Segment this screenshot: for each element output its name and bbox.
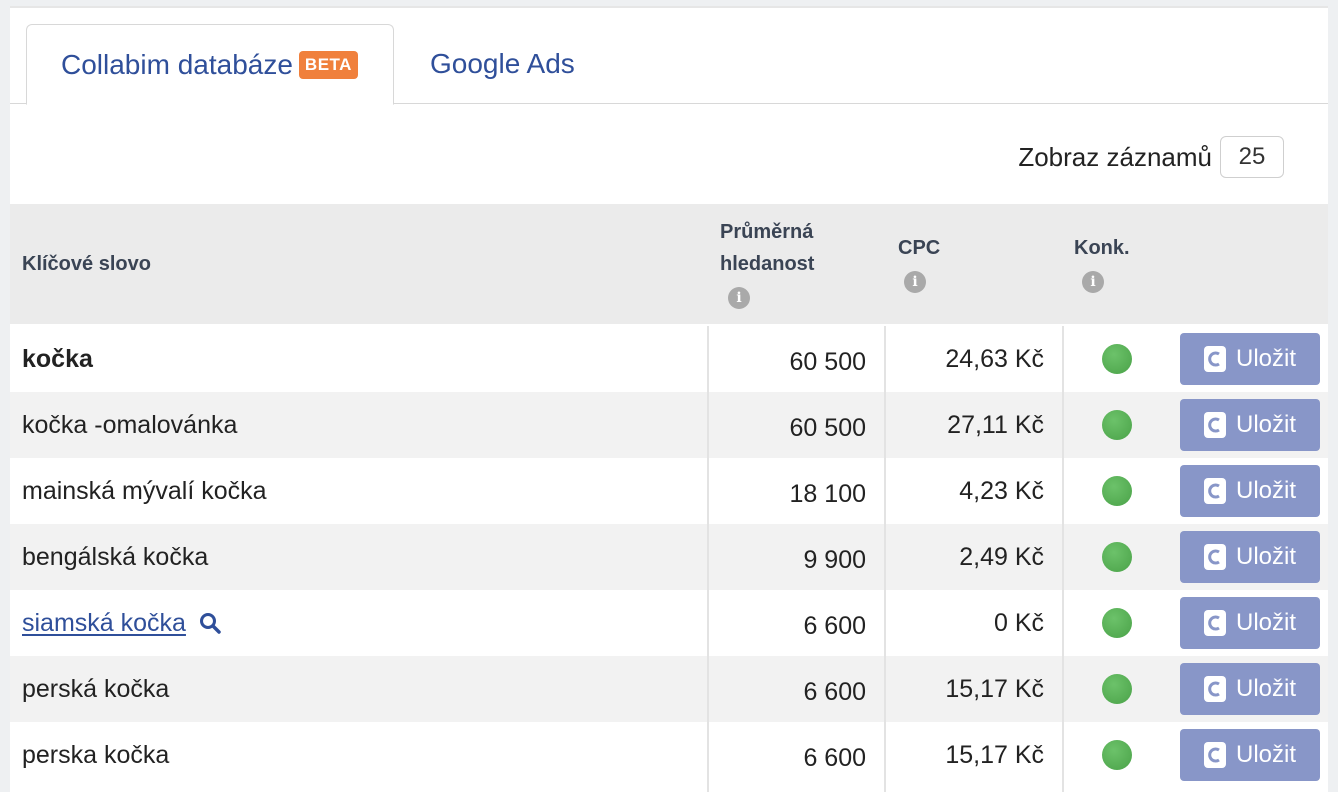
competition-cell	[1102, 326, 1132, 392]
competition-indicator	[1102, 608, 1132, 638]
avg-search-cell: 18 100	[789, 479, 866, 508]
save-button[interactable]: Uložit	[1180, 729, 1320, 781]
avg-search-cell: 6 600	[803, 677, 866, 706]
competition-cell	[1102, 392, 1132, 458]
avg-search-cell: 9 900	[803, 545, 866, 574]
competition-indicator	[1102, 674, 1132, 704]
collabim-logo-icon	[1203, 742, 1226, 768]
competition-indicator	[1102, 410, 1132, 440]
cpc-cell: 4,23 Kč	[959, 476, 1044, 505]
info-icon[interactable]: i	[728, 287, 750, 309]
table-row: bengálská kočka 9 900 2,49 Kč Uložit	[10, 524, 1328, 590]
cpc-cell: 2,49 Kč	[959, 542, 1044, 571]
save-cell: Uložit	[1180, 656, 1320, 722]
keyword-cell: perská kočka	[22, 674, 170, 703]
tab-label: Collabim databáze	[61, 48, 293, 80]
save-cell: Uložit	[1180, 722, 1320, 788]
keyword-cell: perska kočka	[22, 740, 170, 769]
cpc-cell: 27,11 Kč	[947, 410, 1044, 439]
collabim-logo-icon	[1203, 544, 1226, 570]
competition-cell	[1102, 524, 1132, 590]
header-keyword: Klíčové slovo	[22, 253, 151, 275]
competition-indicator	[1102, 740, 1132, 770]
save-button[interactable]: Uložit	[1180, 531, 1320, 583]
tab-label: Google Ads	[430, 48, 575, 79]
competition-cell	[1102, 590, 1132, 656]
save-cell: Uložit	[1180, 590, 1320, 656]
keyword-cell: siamská kočka	[22, 590, 702, 656]
save-button[interactable]: Uložit	[1180, 597, 1320, 649]
table-row: kočka 60 500 24,63 Kč Uložit	[10, 326, 1328, 392]
save-button[interactable]: Uložit	[1180, 399, 1320, 451]
header-avg-search[interactable]: Průměrná hledanost i	[720, 216, 814, 312]
info-icon[interactable]: i	[904, 271, 926, 293]
tab-google-ads[interactable]: Google Ads	[430, 24, 575, 104]
save-cell: Uložit	[1180, 326, 1320, 392]
save-cell: Uložit	[1180, 524, 1320, 590]
column-divider	[707, 326, 709, 792]
header-competition[interactable]: Konk. i	[1074, 232, 1130, 296]
cpc-cell: 0 Kč	[993, 608, 1044, 637]
collabim-logo-icon	[1203, 346, 1226, 372]
avg-search-cell: 6 600	[803, 743, 866, 772]
competition-indicator	[1102, 542, 1132, 572]
header-competition-label: Konk.	[1074, 237, 1130, 259]
competition-cell	[1102, 722, 1132, 788]
table-row: perská kočka 6 600 15,17 Kč Uložit	[10, 656, 1328, 722]
save-button-label: Uložit	[1235, 345, 1296, 372]
save-button[interactable]: Uložit	[1180, 663, 1320, 715]
beta-badge: BETA	[298, 50, 358, 79]
header-avg-search-line2: hledanost	[720, 253, 815, 275]
table-header: Klíčové slovo Průměrná hledanost i CPC i…	[10, 204, 1328, 324]
keyword-link[interactable]: siamská kočka	[22, 608, 186, 637]
avg-search-cell: 6 600	[803, 611, 866, 640]
competition-indicator	[1102, 344, 1132, 374]
collabim-logo-icon	[1203, 676, 1226, 702]
competition-indicator	[1102, 476, 1132, 506]
search-icon[interactable]	[198, 611, 222, 635]
collabim-logo-icon	[1203, 478, 1226, 504]
cpc-cell: 24,63 Kč	[945, 344, 1044, 373]
column-divider	[1062, 326, 1064, 792]
header-cpc[interactable]: CPC i	[898, 232, 940, 296]
column-divider	[884, 326, 886, 792]
table-row: kočka -omalovánka 60 500 27,11 Kč Uložit	[10, 392, 1328, 458]
keyword-panel: Collabim databáze BETA Google Ads Zobraz…	[10, 6, 1328, 792]
avg-search-cell: 60 500	[789, 347, 866, 376]
save-cell: Uložit	[1180, 392, 1320, 458]
records-per-page-select[interactable]: 25	[1220, 136, 1284, 178]
table-row: mainská mývalí kočka 18 100 4,23 Kč Ulož…	[10, 458, 1328, 524]
keyword-cell: mainská mývalí kočka	[22, 476, 267, 505]
tab-bar: Collabim databáze BETA Google Ads	[10, 8, 1328, 105]
competition-cell	[1102, 656, 1132, 722]
cpc-cell: 15,17 Kč	[945, 674, 1044, 703]
header-cpc-label: CPC	[898, 237, 941, 259]
info-icon[interactable]: i	[1082, 271, 1104, 293]
save-cell: Uložit	[1180, 458, 1320, 524]
save-button-label: Uložit	[1235, 609, 1296, 636]
table-row: perska kočka 6 600 15,17 Kč Uložit	[10, 722, 1328, 788]
header-avg-search-line1: Průměrná	[720, 221, 814, 243]
records-per-page: Zobraz záznamů 25	[1018, 136, 1284, 178]
save-button[interactable]: Uložit	[1180, 465, 1320, 517]
collabim-logo-icon	[1203, 412, 1226, 438]
table-row: siamská kočka 6 600 0 Kč Uložit	[10, 590, 1328, 656]
save-button-label: Uložit	[1235, 675, 1296, 702]
save-button-label: Uložit	[1235, 477, 1296, 504]
save-button-label: Uložit	[1235, 543, 1296, 570]
records-per-page-label: Zobraz záznamů	[1018, 141, 1212, 172]
save-button[interactable]: Uložit	[1180, 333, 1320, 385]
cpc-cell: 15,17 Kč	[945, 740, 1044, 769]
keyword-cell: kočka	[22, 344, 93, 373]
avg-search-cell: 60 500	[789, 413, 866, 442]
competition-cell	[1102, 458, 1132, 524]
save-button-label: Uložit	[1235, 741, 1296, 768]
keyword-cell: kočka -omalovánka	[22, 410, 238, 439]
tab-collabim-database[interactable]: Collabim databáze BETA	[26, 24, 394, 105]
save-button-label: Uložit	[1235, 411, 1296, 438]
keyword-cell: bengálská kočka	[22, 542, 209, 571]
collabim-logo-icon	[1203, 610, 1226, 636]
